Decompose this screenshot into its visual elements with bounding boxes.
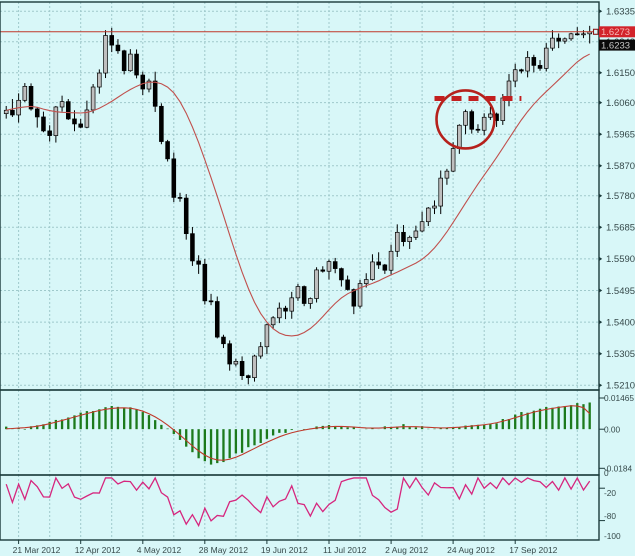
svg-text:1.5965: 1.5965 — [606, 130, 635, 141]
svg-text:1.5590: 1.5590 — [606, 254, 635, 265]
svg-text:1.6273: 1.6273 — [601, 27, 630, 38]
svg-text:1.5870: 1.5870 — [606, 161, 635, 172]
svg-text:4 May 2012: 4 May 2012 — [137, 545, 182, 555]
svg-text:1.5400: 1.5400 — [606, 317, 635, 328]
svg-text:0.01465: 0.01465 — [604, 393, 634, 403]
svg-text:1.5685: 1.5685 — [606, 223, 635, 234]
svg-text:1.5495: 1.5495 — [606, 286, 635, 297]
svg-text:0: 0 — [604, 468, 609, 478]
svg-text:-80: -80 — [604, 511, 616, 521]
svg-text:1.6233: 1.6233 — [601, 40, 630, 51]
svg-text:1.6335: 1.6335 — [606, 7, 635, 18]
svg-text:1.5780: 1.5780 — [606, 191, 635, 202]
svg-text:0.00: 0.00 — [604, 424, 621, 434]
svg-text:1.6150: 1.6150 — [606, 68, 635, 79]
svg-text:1.6060: 1.6060 — [606, 98, 635, 109]
svg-text:12 Apr 2012: 12 Apr 2012 — [75, 545, 121, 555]
svg-text:21 Mar 2012: 21 Mar 2012 — [13, 545, 61, 555]
svg-text:28 May 2012: 28 May 2012 — [199, 545, 248, 555]
svg-text:24 Aug 2012: 24 Aug 2012 — [447, 545, 495, 555]
svg-text:2 Aug 2012: 2 Aug 2012 — [385, 545, 428, 555]
svg-text:17 Sep 2012: 17 Sep 2012 — [509, 545, 557, 555]
svg-text:1.5210: 1.5210 — [606, 381, 635, 392]
svg-text:-100: -100 — [604, 531, 621, 541]
svg-text:19 Jun 2012: 19 Jun 2012 — [261, 545, 308, 555]
svg-text:-20: -20 — [604, 488, 616, 498]
svg-text:11 Jul 2012: 11 Jul 2012 — [323, 545, 367, 555]
svg-text:1.5305: 1.5305 — [606, 349, 635, 360]
